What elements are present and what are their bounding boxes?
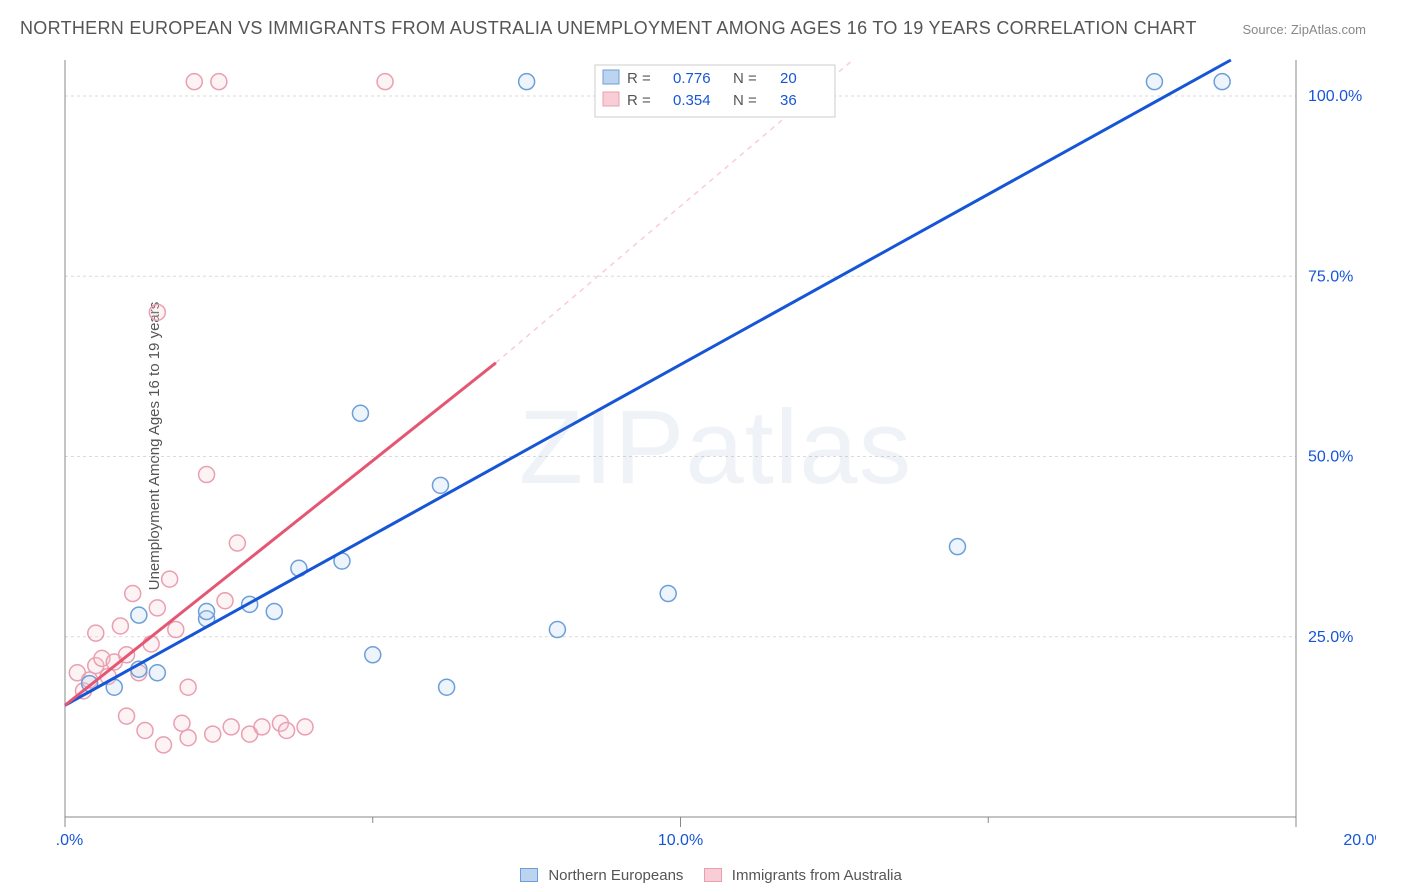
data-point bbox=[211, 74, 227, 90]
bottom-legend: Northern Europeans Immigrants from Austr… bbox=[0, 867, 1406, 884]
data-point bbox=[1214, 74, 1230, 90]
chart-area: 25.0% 50.0% 75.0% 100.0% 0.0% 10.0% 20.0% R = 0.… bbox=[55, 55, 1376, 852]
data-point bbox=[660, 586, 676, 602]
data-point bbox=[266, 604, 282, 620]
data-point bbox=[279, 722, 295, 738]
data-point bbox=[180, 679, 196, 695]
stats-R-label: R = bbox=[627, 92, 651, 109]
data-point bbox=[1146, 74, 1162, 90]
stats-N-label: N = bbox=[733, 92, 757, 109]
stats-N-label: N = bbox=[733, 70, 757, 87]
stats-legend-swatch bbox=[603, 92, 619, 106]
y-tick-label: 25.0% bbox=[1308, 629, 1353, 646]
x-tick-label: 20.0% bbox=[1343, 832, 1376, 849]
chart-title: NORTHERN EUROPEAN VS IMMIGRANTS FROM AUS… bbox=[20, 18, 1197, 39]
x-tick-label: 0.0% bbox=[55, 832, 83, 849]
data-point bbox=[439, 679, 455, 695]
data-point bbox=[365, 647, 381, 663]
data-point bbox=[199, 467, 215, 483]
y-tick-label: 75.0% bbox=[1308, 268, 1353, 285]
y-tick-label: 100.0% bbox=[1308, 88, 1362, 105]
trend-line bbox=[65, 60, 1231, 705]
data-point bbox=[88, 625, 104, 641]
data-point bbox=[186, 74, 202, 90]
stats-N-value: 20 bbox=[780, 70, 797, 87]
data-point bbox=[149, 665, 165, 681]
stats-R-label: R = bbox=[627, 70, 651, 87]
legend-swatch-australia bbox=[704, 868, 722, 882]
source-attribution: Source: ZipAtlas.com bbox=[1242, 22, 1366, 37]
data-point bbox=[352, 405, 368, 421]
data-point bbox=[131, 607, 147, 623]
data-point bbox=[205, 726, 221, 742]
legend-swatch-northern bbox=[520, 868, 538, 882]
data-point bbox=[377, 74, 393, 90]
data-point bbox=[149, 600, 165, 616]
data-point bbox=[155, 737, 171, 753]
stats-R-value: 0.776 bbox=[673, 70, 711, 87]
y-tick-label: 50.0% bbox=[1308, 449, 1353, 466]
x-tick-label: 10.0% bbox=[658, 832, 703, 849]
legend-label-australia: Immigrants from Australia bbox=[732, 867, 902, 884]
data-point bbox=[223, 719, 239, 735]
data-point bbox=[549, 622, 565, 638]
trend-line bbox=[65, 363, 496, 705]
data-point bbox=[432, 477, 448, 493]
data-point bbox=[254, 719, 270, 735]
data-point bbox=[297, 719, 313, 735]
data-point bbox=[168, 622, 184, 638]
data-point bbox=[217, 593, 233, 609]
data-point bbox=[519, 74, 535, 90]
data-point bbox=[199, 604, 215, 620]
data-point bbox=[174, 715, 190, 731]
data-point bbox=[180, 730, 196, 746]
data-point bbox=[119, 708, 135, 724]
stats-legend-swatch bbox=[603, 70, 619, 84]
data-point bbox=[125, 586, 141, 602]
stats-N-value: 36 bbox=[780, 92, 797, 109]
scatter-chart-svg: 25.0% 50.0% 75.0% 100.0% 0.0% 10.0% 20.0% R = 0.… bbox=[55, 55, 1376, 852]
legend-label-northern: Northern Europeans bbox=[548, 867, 683, 884]
stats-R-value: 0.354 bbox=[673, 92, 711, 109]
data-point bbox=[949, 539, 965, 555]
data-point bbox=[137, 722, 153, 738]
data-point bbox=[149, 304, 165, 320]
data-point bbox=[229, 535, 245, 551]
data-point bbox=[162, 571, 178, 587]
data-point bbox=[112, 618, 128, 634]
